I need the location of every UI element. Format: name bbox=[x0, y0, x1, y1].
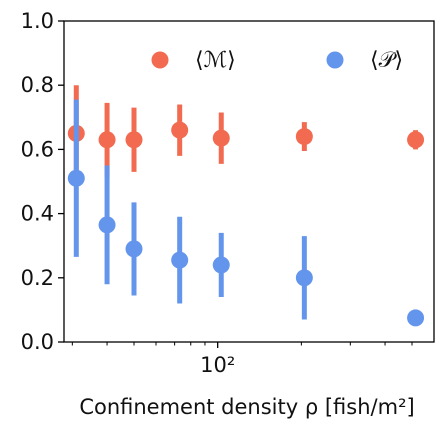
data-point bbox=[171, 251, 189, 269]
y-tick-label: 1.0 bbox=[21, 9, 54, 33]
data-point bbox=[171, 121, 189, 139]
data-point bbox=[67, 169, 85, 187]
x-tick-label: 10² bbox=[200, 353, 235, 377]
data-point bbox=[98, 216, 116, 234]
data-point bbox=[125, 131, 143, 149]
data-point bbox=[295, 269, 313, 287]
legend-label: ⟨𝒫⟩ bbox=[370, 48, 403, 73]
y-tick-label: 0.8 bbox=[21, 73, 54, 97]
data-point bbox=[98, 131, 116, 149]
y-tick-label: 0.0 bbox=[21, 330, 54, 354]
plot-area: 0.0 0.2 0.4 0.6 0.8 1.0 10² bbox=[21, 9, 435, 377]
legend-marker bbox=[151, 51, 169, 69]
data-point bbox=[212, 129, 230, 147]
data-layer bbox=[67, 85, 425, 327]
data-point bbox=[407, 309, 425, 327]
data-point bbox=[125, 240, 143, 258]
series-M bbox=[67, 85, 425, 182]
data-point bbox=[407, 131, 425, 149]
data-point bbox=[295, 128, 313, 146]
legend-label: ⟨ℳ⟩ bbox=[195, 48, 236, 73]
y-tick-label: 0.2 bbox=[21, 266, 54, 290]
y-tick-label: 0.6 bbox=[21, 137, 54, 161]
legend: ⟨ℳ⟩ ⟨𝒫⟩ bbox=[151, 48, 403, 73]
y-tick-label: 0.4 bbox=[21, 202, 54, 226]
data-point bbox=[212, 256, 230, 274]
series-P bbox=[67, 99, 425, 327]
plot-frame bbox=[63, 20, 435, 343]
x-axis-label: Confinement density ρ [fish/m²] bbox=[79, 395, 414, 419]
legend-marker bbox=[326, 51, 344, 69]
